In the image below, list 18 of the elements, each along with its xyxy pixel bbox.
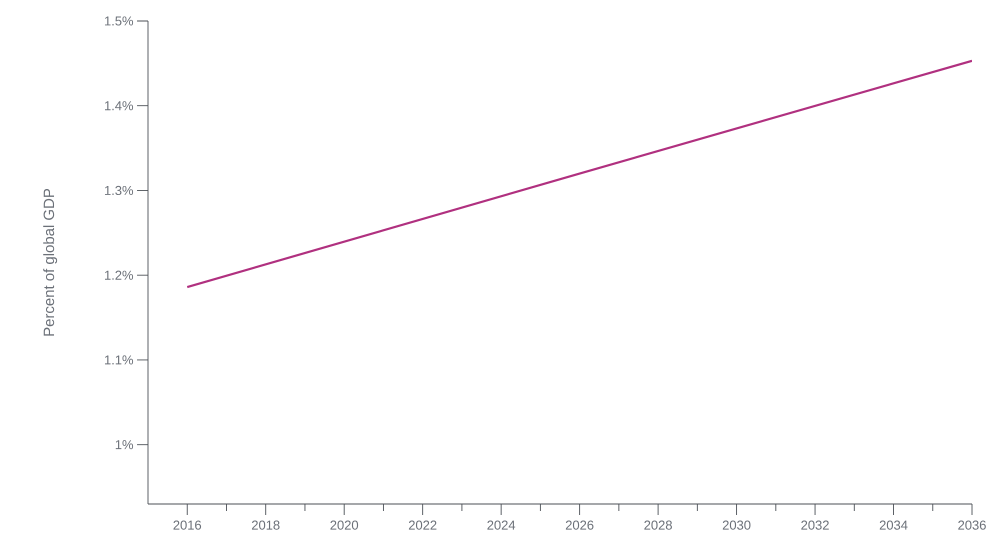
x-tick-label: 2034 (880, 520, 908, 530)
y-tick-label: 1.5% (104, 16, 134, 26)
x-tick-label: 2022 (408, 520, 436, 530)
x-tick-label: 2018 (252, 520, 280, 530)
x-tick-label: 2028 (644, 520, 672, 530)
y-axis-title: Percent of global GDP (43, 188, 58, 336)
x-tick-label: 2036 (958, 520, 986, 530)
y-tick-label: 1.4% (104, 101, 134, 110)
x-tick-label: 2032 (801, 520, 829, 530)
y-tick-label: 1.1% (104, 355, 134, 364)
x-tick-label: 2026 (566, 520, 594, 530)
y-tick-label: 1.3% (104, 186, 134, 196)
x-tick-label: 2016 (173, 520, 202, 530)
x-tick-label: 2030 (722, 520, 750, 530)
x-tick-label: 2020 (330, 520, 358, 530)
y-tick-label: 1% (116, 440, 134, 450)
x-tick-label: 2024 (487, 520, 516, 530)
y-tick-label: 1.2% (104, 270, 134, 280)
